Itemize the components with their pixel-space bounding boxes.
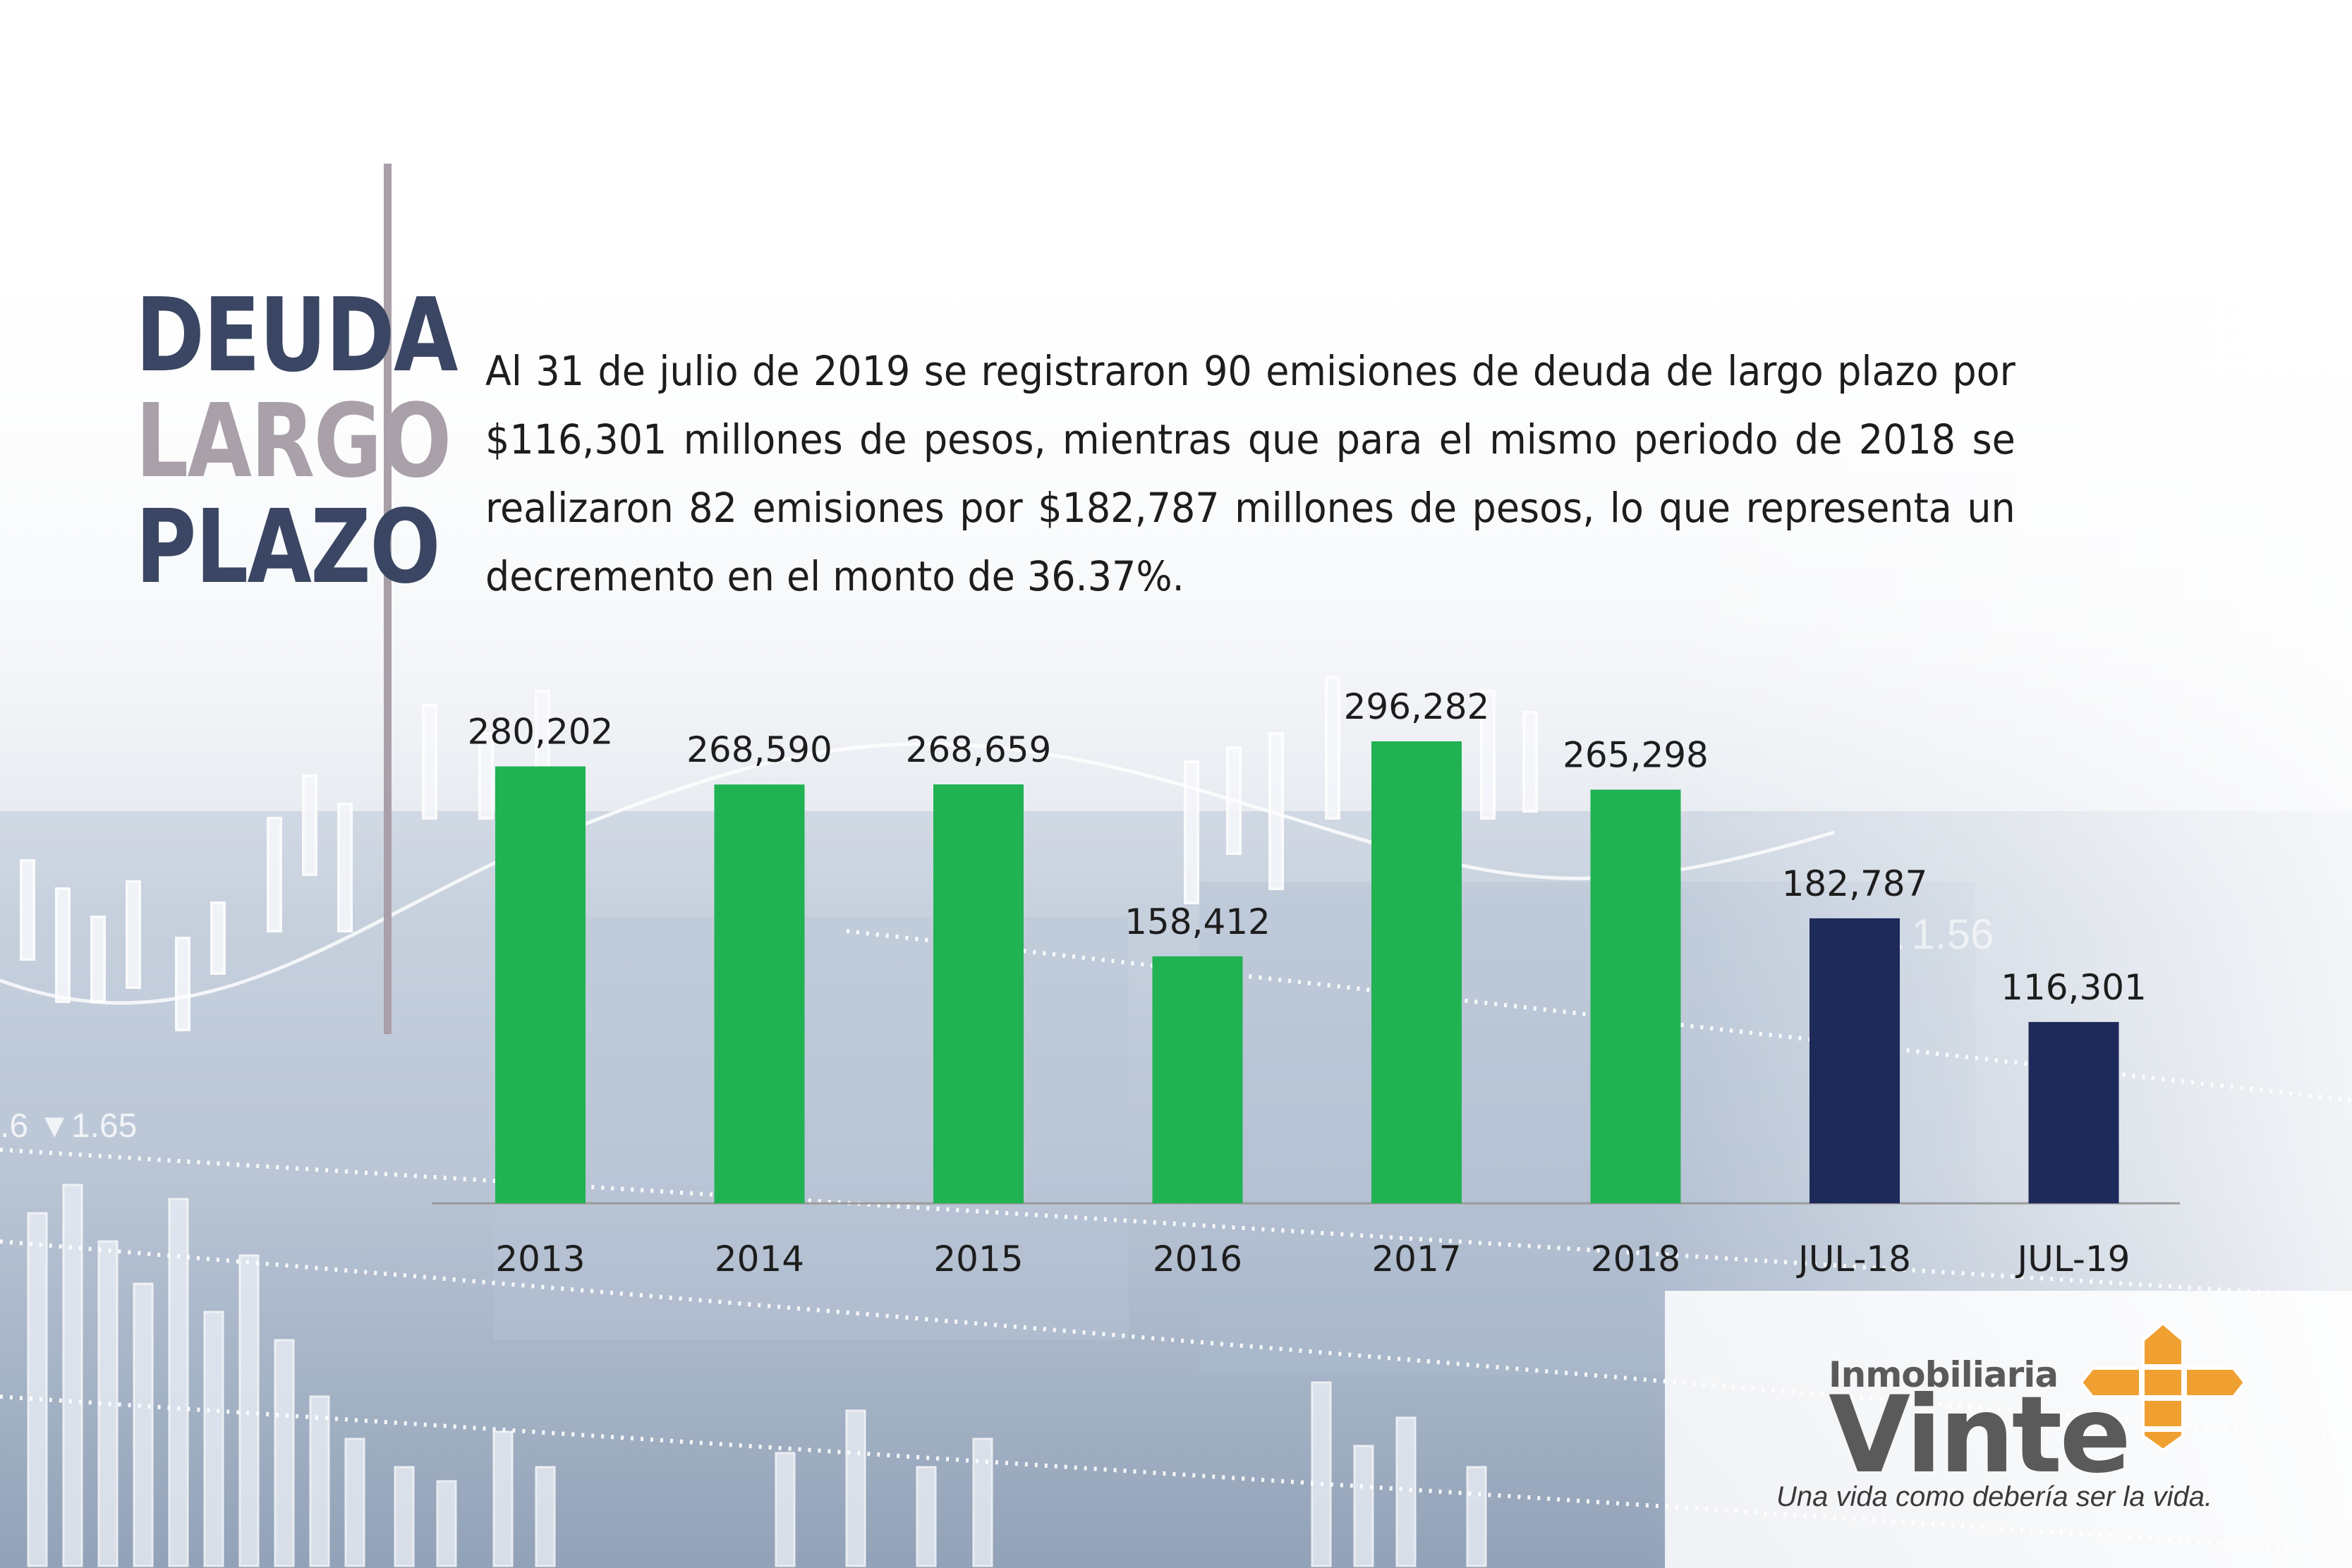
logo-brand-big: Vinte: [1829, 1374, 2131, 1497]
bar-jul-18: [1810, 918, 1900, 1203]
title-line-2: LARGO: [135, 382, 451, 500]
x-tick-label-jul-18: JUL-18: [1796, 1239, 1911, 1280]
value-label-2017: 296,282: [1344, 686, 1490, 727]
x-tick-label-2016: 2016: [1153, 1239, 1242, 1280]
bar-2015: [933, 784, 1024, 1203]
x-tick-label-jul-19: JUL-19: [2015, 1239, 2130, 1280]
title-line-1: DEUDA: [135, 276, 458, 394]
company-logo: Inmobiliaria Vinte Una vida como debería…: [1771, 1312, 2279, 1524]
heading-divider: [384, 164, 392, 1034]
title-line-3: PLAZO: [135, 487, 441, 606]
x-tick-label-2014: 2014: [715, 1239, 804, 1280]
bar-2014: [714, 784, 805, 1203]
bar-2018: [1590, 789, 1681, 1203]
x-tick-label-2015: 2015: [933, 1239, 1023, 1280]
logo-brand-small: Inmobiliaria: [1829, 1354, 2059, 1395]
value-label-jul-18: 182,787: [1782, 863, 1928, 904]
bar-2017: [1371, 741, 1462, 1203]
value-label-jul-19: 116,301: [2001, 967, 2147, 1008]
x-tick-label-2013: 2013: [495, 1239, 585, 1280]
logo-tagline: Una vida como debería ser la vida.: [1776, 1481, 2213, 1512]
logo-mark-icon: [2079, 1321, 2247, 1452]
bar-jul-19: [2028, 1021, 2119, 1203]
bar-2016: [1152, 956, 1243, 1203]
value-label-2018: 265,298: [1563, 734, 1709, 775]
summary-paragraph: Al 31 de julio de 2019 se registraron 90…: [485, 347, 2015, 600]
value-label-2014: 268,590: [686, 729, 832, 770]
value-label-2016: 158,412: [1125, 901, 1271, 942]
value-label-2015: 268,659: [906, 729, 1052, 770]
x-tick-label-2017: 2017: [1371, 1239, 1461, 1280]
x-tick-label-2018: 2018: [1591, 1239, 1680, 1280]
value-label-2013: 280,202: [468, 712, 614, 753]
bar-2013: [495, 766, 586, 1203]
page-title: DEUDA LARGO PLAZO: [135, 276, 458, 606]
